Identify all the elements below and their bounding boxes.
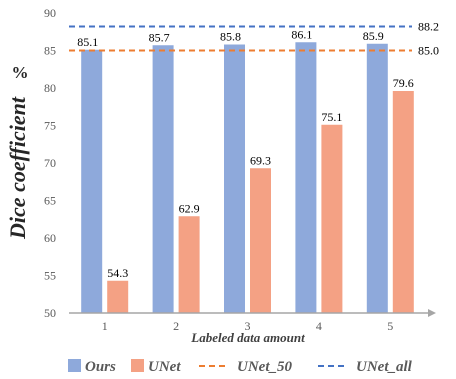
bar-unet-5 <box>392 91 414 313</box>
bars: 85.1 54.3 85.7 62.9 85.8 69.3 86.1 75.1 85.9 79.6 <box>77 27 414 313</box>
y-unit-label: % <box>12 63 29 82</box>
bar-unet-4 <box>321 124 343 313</box>
bar-ours-4 <box>295 42 317 313</box>
x-tick-label: 5 <box>387 319 393 333</box>
x-tick-label: 4 <box>316 319 322 333</box>
legend: Ours UNet UNet_50 UNet_all <box>68 359 413 375</box>
bar-ours-3 <box>224 44 245 313</box>
bar-unet-1 <box>107 280 129 313</box>
bar-ours-2 <box>152 45 174 313</box>
y-axis-ticks: 50 55 60 65 70 75 80 85 90 <box>44 6 56 320</box>
x-tick-label: 3 <box>245 319 251 333</box>
reference-lines: 85.0 88.2 <box>69 20 439 58</box>
x-tick-label: 1 <box>102 319 108 333</box>
data-label-unet-1: 54.3 <box>107 266 128 280</box>
ref-value-unet_all: 88.2 <box>418 20 439 34</box>
x-axis-arrow <box>428 309 436 317</box>
y-tick-label: 75 <box>44 119 56 133</box>
data-label-unet-5: 79.6 <box>393 76 414 90</box>
legend-label-unet: UNet <box>148 359 181 375</box>
data-label-ours-1: 85.1 <box>77 35 98 49</box>
x-axis-label: Labeled data amount <box>190 330 305 345</box>
bar-ours-5 <box>366 43 388 313</box>
y-tick-label: 60 <box>44 231 56 245</box>
y-tick-label: 65 <box>44 194 56 208</box>
legend-swatch-ours <box>68 359 81 372</box>
legend-label-unet_all: UNet_all <box>356 359 413 375</box>
legend-label-unet_50: UNet_50 <box>237 359 292 375</box>
data-label-unet-3: 69.3 <box>250 153 271 167</box>
legend-label-ours: Ours <box>85 359 116 375</box>
bar-unet-3 <box>250 168 271 313</box>
y-tick-label: 80 <box>44 81 56 95</box>
x-tick-label: 2 <box>173 319 179 333</box>
data-label-ours-2: 85.7 <box>149 30 170 44</box>
data-label-ours-4: 86.1 <box>291 27 312 41</box>
y-tick-label: 90 <box>44 6 56 20</box>
y-tick-label: 85 <box>44 44 56 58</box>
y-tick-label: 55 <box>44 269 56 283</box>
ref-value-unet_50: 85.0 <box>418 44 439 58</box>
data-label-unet-4: 75.1 <box>321 110 342 124</box>
y-axis-label: Dice coefficient <box>5 96 30 240</box>
x-axis-ticks: 1 2 3 4 5 <box>102 319 394 333</box>
bar-unet-2 <box>178 216 200 313</box>
data-label-unet-2: 62.9 <box>179 201 200 215</box>
data-label-ours-5: 85.9 <box>363 29 384 43</box>
y-tick-label: 70 <box>44 156 56 170</box>
data-label-ours-3: 85.8 <box>220 30 241 44</box>
y-tick-label: 50 <box>44 306 56 320</box>
legend-swatch-unet <box>131 359 144 372</box>
bar-ours-1 <box>81 49 103 313</box>
